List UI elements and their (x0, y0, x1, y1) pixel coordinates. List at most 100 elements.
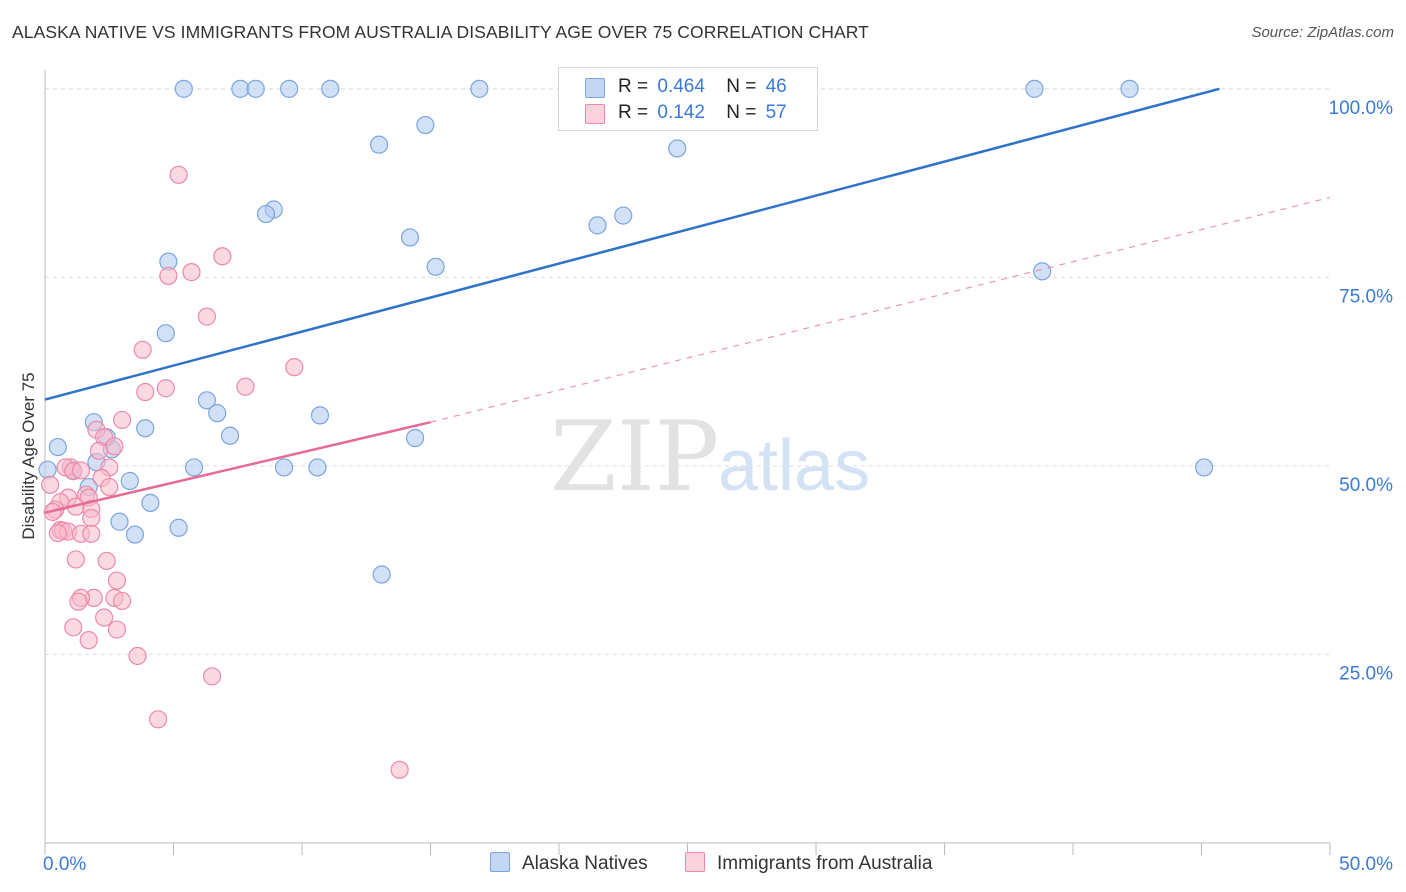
immigrants-australia-point (136, 382, 155, 402)
alaska-natives-point (372, 565, 391, 584)
immigrants-australia-point (95, 608, 114, 627)
alaska-natives-point (48, 437, 67, 457)
alaska-natives-point (614, 206, 633, 225)
immigrants-australia-point (112, 410, 132, 430)
legend-n-label: N = (726, 76, 757, 97)
x-tick-label: 50.0% (1339, 854, 1393, 875)
bottom-legend-label: Alaska Natives (522, 853, 648, 874)
axis-layer: 25.0% 50.0% 75.0% 100.0% 0.0% 50.0% (43, 70, 1393, 875)
bottom-legend-immigrants-australia: Immigrants from Australia (685, 852, 932, 875)
immigrants-australia-point (82, 508, 101, 528)
alaska-natives-point (141, 493, 160, 512)
alaska-natives-point (220, 426, 240, 445)
alaska-natives-point (405, 428, 425, 448)
y-tick-label: 25.0% (1339, 663, 1393, 684)
alaska-natives-point (169, 518, 188, 537)
immigrants-australia-point (197, 307, 217, 326)
immigrants-australia-point (202, 667, 222, 686)
alaska-natives-point (174, 79, 193, 98)
legend-r-value: 0.464 (657, 76, 705, 97)
immigrants-australia-point (48, 523, 67, 543)
watermark-atlas: atlas (718, 426, 870, 506)
alaska-natives-point (231, 79, 250, 98)
alaska-natives-point (370, 135, 389, 154)
immigrants-australia-point (79, 631, 98, 650)
bottom-legend-label: Immigrants from Australia (717, 853, 933, 874)
immigrants-australia-point (182, 263, 201, 282)
immigrants-australia-point (159, 266, 178, 285)
x-tick-label: 0.0% (43, 854, 86, 875)
immigrants-australia-point (69, 592, 88, 611)
points-layer (38, 79, 1214, 779)
alaska-natives-point (321, 79, 340, 98)
alaska-natives-point (156, 324, 175, 343)
immigrants-australia-point (107, 571, 127, 590)
alaska-natives-point (120, 471, 139, 491)
immigrants-australia-point (41, 475, 60, 494)
trend-line-extension (430, 196, 1331, 423)
immigrants-australia-point (169, 165, 188, 184)
immigrants-australia-point (89, 441, 109, 460)
immigrants-australia-point (100, 477, 119, 497)
alaska-natives-point (588, 216, 607, 235)
legend-r-label: R = (618, 76, 649, 97)
alaska-natives-point (38, 460, 57, 479)
alaska-natives-point (1025, 79, 1044, 98)
legend-n-value: 46 (765, 76, 787, 97)
immigrants-australia-point (390, 760, 409, 779)
stats-legend: R = 0.464 N = 46 R = 0.142 N = 57 (558, 67, 818, 131)
alaska-natives-point (1194, 458, 1214, 477)
y-tick-label: 50.0% (1339, 475, 1393, 496)
immigrants-australia-point (112, 591, 132, 611)
immigrants-australia-point (64, 618, 83, 637)
immigrants-australia-point (66, 550, 85, 569)
alaska-natives-point (136, 419, 155, 438)
legend-swatch-pink (585, 104, 605, 124)
alaska-natives-point (184, 458, 204, 477)
legend-r-label: R = (618, 102, 649, 123)
y-tick-label: 75.0% (1339, 286, 1393, 307)
immigrants-australia-point (128, 646, 147, 666)
grid-layer (45, 88, 1330, 655)
alaska-natives-point (668, 139, 687, 158)
immigrants-australia-point (71, 461, 91, 480)
immigrants-australia-point (105, 437, 124, 456)
immigrants-australia-point (156, 379, 175, 398)
alaska-natives-point (1033, 262, 1052, 281)
legend-swatch-blue (585, 78, 605, 98)
alaska-natives-point (274, 458, 294, 477)
legend-n-label: N = (726, 102, 757, 123)
alaska-natives-point (310, 406, 330, 425)
immigrants-australia-point (285, 358, 304, 377)
alaska-natives-point (110, 512, 129, 531)
legend-n-value: 57 (765, 102, 787, 123)
alaska-natives-point (308, 458, 327, 477)
alaska-natives-point (1120, 79, 1139, 98)
trend-layer (44, 87, 1331, 514)
alaska-natives-point (400, 228, 420, 247)
alaska-natives-point (246, 79, 265, 98)
bottom-legend-swatch-blue (490, 852, 510, 872)
bottom-legend-alaska-natives: Alaska Natives (490, 852, 648, 875)
alaska-natives-point (256, 204, 276, 224)
immigrants-australia-point (107, 620, 127, 639)
alaska-natives-point (125, 525, 145, 544)
alaska-natives-point (470, 79, 489, 98)
chart-title: ALASKA NATIVE VS IMMIGRANTS FROM AUSTRAL… (12, 22, 869, 42)
bottom-legend-swatch-pink (685, 852, 705, 872)
watermark-zip: ZIP (550, 401, 719, 513)
alaska-natives-point (426, 257, 445, 276)
immigrants-australia-point (97, 551, 116, 571)
y-tick-label: 100.0% (1329, 98, 1394, 119)
alaska-natives-point (208, 404, 227, 423)
alaska-natives-point (197, 391, 217, 410)
trend-line-alaska-natives (44, 87, 1220, 401)
immigrants-australia-point (213, 247, 232, 266)
alaska-natives-point (280, 79, 299, 98)
alaska-natives-point (416, 115, 435, 135)
legend-r-value: 0.142 (657, 102, 705, 123)
immigrants-australia-point (82, 524, 101, 543)
trend-line-immigrants-australia (44, 420, 431, 514)
source-label: Source: ZipAtlas.com (1251, 24, 1394, 41)
